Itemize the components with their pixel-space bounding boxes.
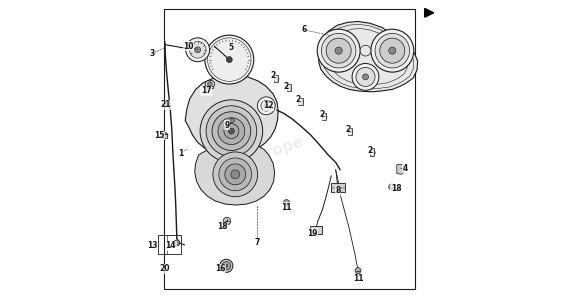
Polygon shape bbox=[185, 75, 278, 155]
Circle shape bbox=[261, 100, 272, 111]
Text: 10: 10 bbox=[184, 42, 194, 51]
Circle shape bbox=[389, 184, 395, 190]
Text: 4: 4 bbox=[402, 164, 408, 173]
Circle shape bbox=[224, 113, 240, 128]
Bar bbox=[310, 226, 323, 234]
Circle shape bbox=[222, 262, 230, 270]
Text: 8: 8 bbox=[335, 186, 341, 195]
Circle shape bbox=[231, 170, 240, 179]
Bar bbox=[370, 148, 375, 156]
Circle shape bbox=[162, 133, 168, 139]
Polygon shape bbox=[207, 86, 213, 88]
Bar bbox=[322, 113, 326, 120]
Circle shape bbox=[264, 104, 268, 108]
Circle shape bbox=[326, 38, 351, 63]
Circle shape bbox=[356, 67, 375, 86]
Circle shape bbox=[362, 74, 368, 80]
Text: 2: 2 bbox=[345, 125, 350, 134]
Circle shape bbox=[225, 264, 228, 267]
Circle shape bbox=[224, 124, 239, 139]
Circle shape bbox=[219, 158, 252, 191]
Text: 3: 3 bbox=[149, 49, 155, 58]
Text: partseurope: partseurope bbox=[201, 134, 306, 181]
Circle shape bbox=[230, 118, 234, 123]
Bar bbox=[158, 235, 181, 254]
Circle shape bbox=[321, 33, 356, 68]
Text: 12: 12 bbox=[263, 101, 274, 110]
Circle shape bbox=[207, 82, 212, 86]
Circle shape bbox=[335, 47, 342, 54]
Text: 9: 9 bbox=[224, 121, 229, 130]
Circle shape bbox=[284, 200, 290, 206]
Circle shape bbox=[205, 35, 254, 84]
Circle shape bbox=[212, 112, 251, 150]
Circle shape bbox=[220, 259, 233, 272]
Circle shape bbox=[221, 109, 243, 132]
Ellipse shape bbox=[205, 80, 215, 88]
Text: 2: 2 bbox=[319, 110, 324, 119]
Text: 11: 11 bbox=[281, 203, 292, 212]
Circle shape bbox=[257, 97, 275, 115]
Circle shape bbox=[228, 128, 234, 134]
Circle shape bbox=[317, 29, 360, 72]
Text: 1: 1 bbox=[178, 149, 184, 158]
Circle shape bbox=[223, 217, 231, 225]
Text: 2: 2 bbox=[270, 72, 276, 80]
Circle shape bbox=[226, 57, 232, 63]
Text: 19: 19 bbox=[307, 229, 317, 238]
Text: 13: 13 bbox=[147, 241, 157, 250]
Circle shape bbox=[389, 47, 396, 54]
Circle shape bbox=[371, 29, 414, 72]
Bar bbox=[347, 128, 352, 135]
Circle shape bbox=[213, 152, 258, 197]
Circle shape bbox=[375, 33, 409, 68]
Text: 15: 15 bbox=[154, 131, 164, 140]
Circle shape bbox=[355, 268, 361, 274]
Circle shape bbox=[218, 118, 245, 145]
Polygon shape bbox=[195, 142, 274, 205]
Text: 14: 14 bbox=[166, 241, 176, 250]
Bar bbox=[287, 84, 291, 91]
Circle shape bbox=[200, 100, 263, 162]
Circle shape bbox=[207, 38, 251, 81]
Bar bbox=[298, 98, 303, 105]
Circle shape bbox=[195, 47, 201, 53]
Text: 17: 17 bbox=[201, 86, 211, 95]
Bar bbox=[164, 9, 415, 289]
Bar bbox=[163, 134, 167, 138]
Text: 11: 11 bbox=[353, 274, 363, 283]
Circle shape bbox=[174, 240, 180, 246]
Circle shape bbox=[206, 106, 256, 156]
Text: 6: 6 bbox=[301, 25, 306, 34]
Text: 21: 21 bbox=[160, 100, 170, 109]
Text: 18: 18 bbox=[391, 184, 401, 193]
Text: 5: 5 bbox=[229, 43, 234, 52]
Polygon shape bbox=[318, 21, 417, 92]
Text: 18: 18 bbox=[217, 222, 228, 231]
Circle shape bbox=[360, 45, 371, 56]
Bar bbox=[331, 183, 345, 192]
Circle shape bbox=[380, 38, 405, 63]
Circle shape bbox=[189, 41, 206, 58]
Text: 2: 2 bbox=[367, 146, 372, 155]
Text: 7: 7 bbox=[254, 238, 259, 247]
Text: 16: 16 bbox=[215, 264, 226, 273]
Bar bbox=[274, 74, 278, 82]
Text: 2: 2 bbox=[295, 95, 300, 104]
Circle shape bbox=[186, 38, 210, 62]
Polygon shape bbox=[397, 164, 404, 174]
Text: 2: 2 bbox=[283, 82, 288, 91]
Circle shape bbox=[163, 103, 167, 107]
Text: 20: 20 bbox=[159, 264, 170, 273]
Circle shape bbox=[225, 164, 245, 185]
Circle shape bbox=[352, 63, 379, 90]
